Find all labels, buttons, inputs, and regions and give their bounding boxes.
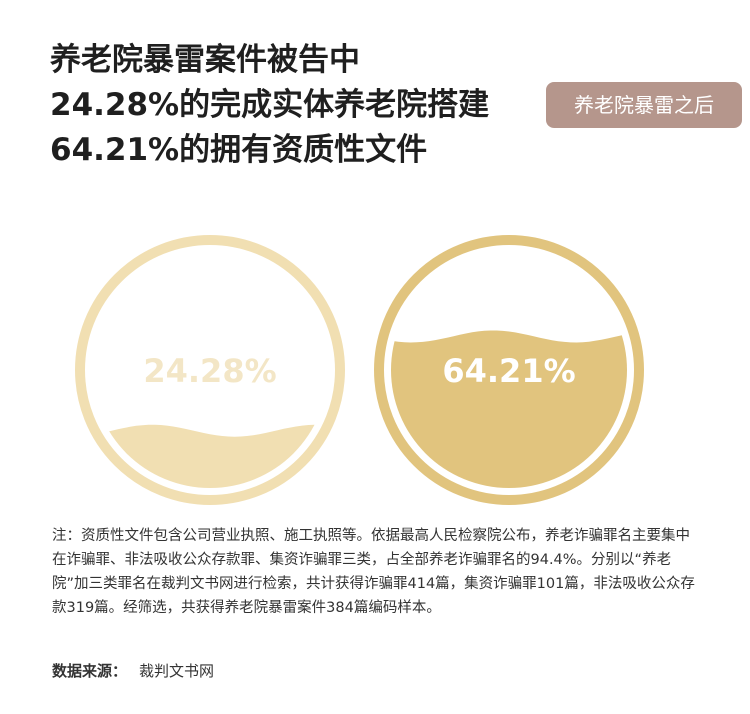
section-tag: 养老院暴雷之后	[546, 82, 742, 128]
gauge-2: 64.21%	[374, 235, 644, 505]
chart-title: 养老院暴雷案件被告中 24.28%的完成实体养老院搭建 64.21%的拥有资质性…	[50, 38, 570, 173]
liquid-gauges: 24.28% 64.21%	[75, 235, 644, 505]
gauge-fill-1	[92, 424, 328, 488]
data-source: 数据来源： 裁判文书网	[52, 660, 214, 681]
footnote: 注：资质性文件包含公司营业执照、施工执照等。依据最高人民检察院公布，养老诈骗罪名…	[52, 528, 695, 616]
gauge-ring-1	[75, 235, 345, 505]
gauge-ring-2	[374, 235, 644, 505]
title-line-3: 64.21%的拥有资质性文件	[50, 132, 428, 168]
title-line-2: 24.28%的完成实体养老院搭建	[50, 87, 490, 123]
title-line-1: 养老院暴雷案件被告中	[50, 42, 360, 78]
gauge-value-label-1: 24.28%	[143, 352, 276, 390]
source-value: 裁判文书网	[139, 662, 215, 680]
gauge-1: 24.28%	[75, 235, 345, 505]
gauge-value-label-2: 64.21%	[442, 352, 575, 390]
gauge-fill-2	[391, 330, 627, 488]
source-label: 数据来源：	[52, 662, 128, 680]
